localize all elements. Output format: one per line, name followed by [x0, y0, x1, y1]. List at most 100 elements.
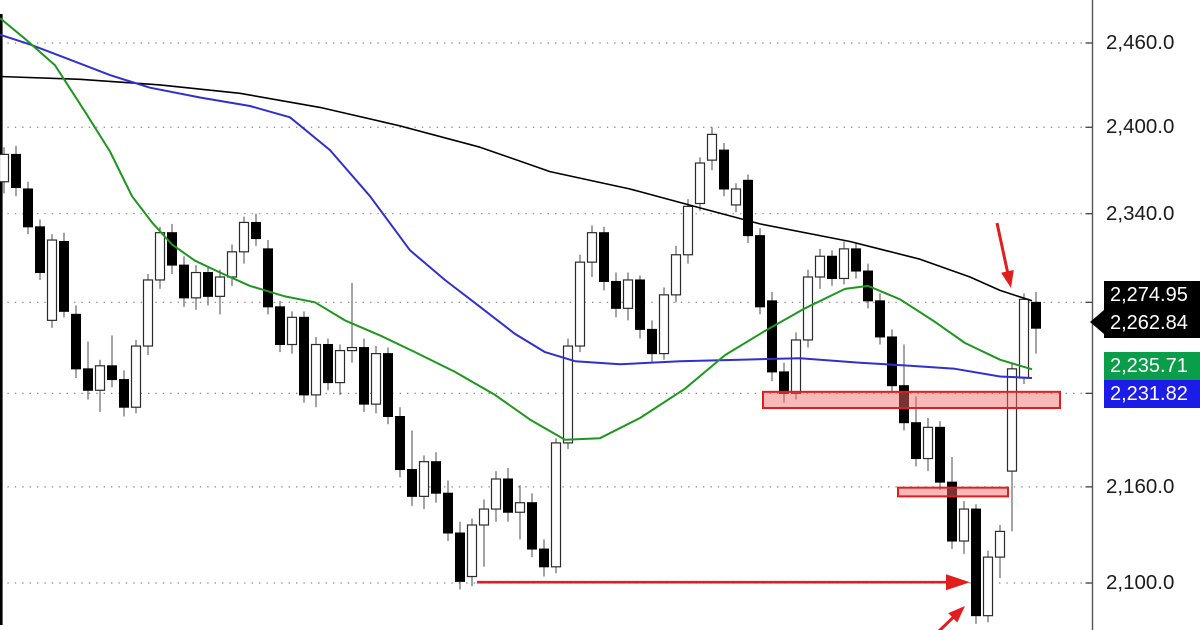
candle [370, 353, 382, 405]
candle [827, 255, 837, 279]
candle [251, 221, 261, 240]
candle [466, 524, 478, 578]
candle [310, 343, 322, 396]
candle [154, 232, 166, 281]
candle [1006, 368, 1018, 472]
red-arrow-up-head-icon [948, 606, 965, 623]
candle [478, 508, 490, 526]
candle [935, 426, 945, 483]
candle [203, 272, 213, 297]
candle [83, 368, 93, 391]
candle [611, 280, 621, 309]
candle [682, 205, 694, 256]
candle [539, 548, 549, 568]
candle [790, 339, 802, 394]
candle [334, 349, 346, 384]
candle [767, 300, 777, 373]
axis-label: 2,460.0 [1106, 31, 1175, 54]
candle [107, 365, 117, 381]
candle [443, 492, 453, 534]
last-price-pointer-icon [1090, 310, 1104, 334]
blue-ma-price-marker: 2,231.82 [1104, 380, 1200, 408]
candle [982, 556, 994, 617]
axis-label: 2,100.0 [1106, 571, 1175, 595]
candle [550, 442, 562, 568]
candle [490, 478, 502, 510]
candle [922, 426, 934, 460]
candle [899, 385, 909, 424]
ma-line-black [0, 75, 1033, 302]
candle [958, 508, 970, 542]
candle [323, 344, 333, 384]
candle [395, 415, 405, 471]
marker-price-last: 2,262.84 [1110, 312, 1188, 334]
candle [755, 235, 765, 308]
last-price-marker: 2,274.95 2,262.84 [1104, 281, 1200, 338]
axis-label: 2,400.0 [1106, 115, 1175, 139]
supply-zone-upper [762, 390, 1061, 409]
supply-zone-lower [897, 486, 1009, 498]
candle [119, 379, 129, 408]
candle [875, 300, 885, 338]
candle [286, 316, 298, 346]
candle [190, 271, 202, 299]
candle [851, 248, 861, 272]
candle [167, 232, 177, 266]
candle [658, 294, 670, 355]
axis-label: 2,340.0 [1106, 201, 1175, 225]
candle [226, 251, 238, 278]
candle [275, 306, 285, 346]
candle [503, 478, 513, 513]
candle [647, 328, 657, 355]
candle [947, 481, 957, 542]
candle [994, 530, 1006, 558]
candle [299, 316, 309, 396]
candle [179, 264, 189, 299]
red-arrow-down-head-icon [1001, 270, 1014, 288]
candle [407, 469, 417, 497]
axis-label: 2,160.0 [1106, 474, 1175, 498]
candle [694, 162, 706, 205]
red-arrow-down [995, 222, 1011, 279]
candle [514, 502, 526, 513]
candle [1031, 301, 1041, 329]
candle [743, 179, 753, 237]
candle [35, 226, 45, 274]
candle [779, 371, 789, 394]
marker-price-high: 2,274.95 [1110, 284, 1188, 306]
candle [706, 133, 718, 161]
candle [622, 279, 634, 309]
candle [562, 345, 574, 444]
candle [71, 313, 81, 370]
candle [586, 232, 598, 263]
candle [911, 422, 921, 460]
candle [418, 461, 430, 497]
candle [719, 149, 729, 190]
candle [46, 239, 58, 321]
candle [887, 336, 897, 387]
candle [670, 254, 682, 296]
candle [838, 248, 850, 280]
candle [599, 232, 609, 282]
green-ma-price-marker: 2,235.71 [1104, 352, 1200, 380]
candle [238, 221, 250, 253]
candle [263, 248, 273, 308]
candle [0, 153, 10, 183]
candle [94, 365, 106, 391]
candle [59, 241, 69, 312]
red-arrowhead-right-icon [946, 574, 970, 591]
candle [971, 508, 981, 617]
candle [527, 502, 537, 550]
candle [346, 346, 358, 352]
candle [214, 276, 226, 297]
ma-line-green [0, 17, 1033, 441]
candle [23, 188, 33, 228]
candle [455, 532, 465, 582]
ma-line-blue [0, 33, 1033, 379]
candle [359, 347, 369, 405]
candle [635, 279, 645, 330]
candle [383, 353, 393, 417]
candle [11, 153, 21, 189]
